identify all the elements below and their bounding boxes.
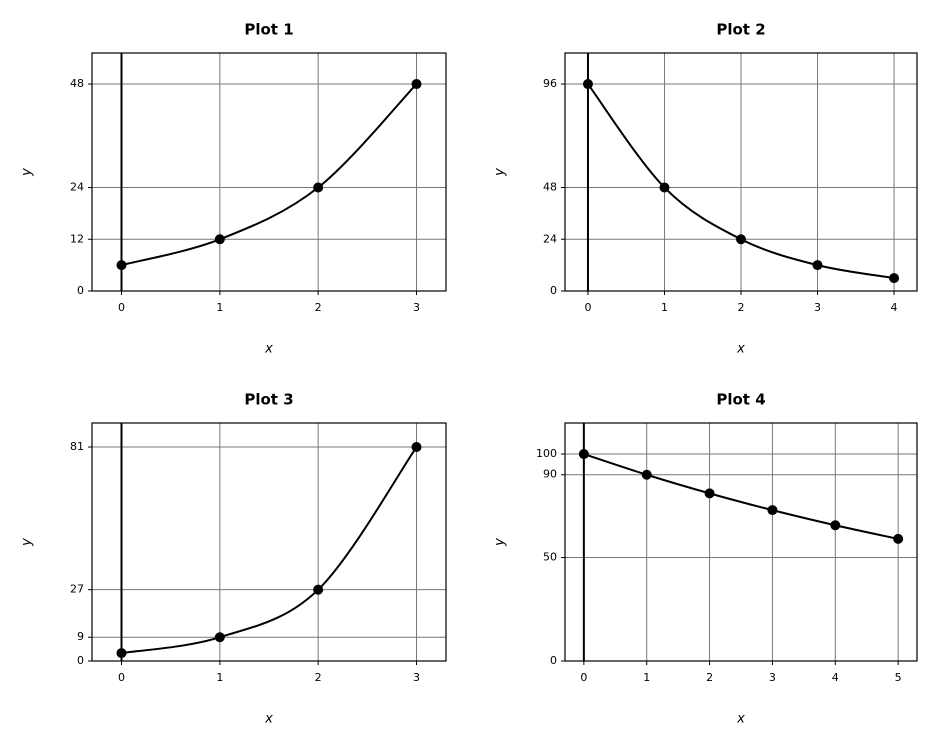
x-tick-label: 2 xyxy=(706,671,713,684)
data-point xyxy=(214,632,225,643)
y-tick-label: 0 xyxy=(550,284,557,297)
data-point xyxy=(411,79,422,90)
x-tick-label: 0 xyxy=(118,671,125,684)
x-tick-label: 3 xyxy=(769,671,776,684)
data-line xyxy=(121,83,418,267)
y-tick-label: 24 xyxy=(543,232,557,245)
data-point xyxy=(893,533,904,544)
data-point xyxy=(116,260,127,271)
y-tick-label: 27 xyxy=(70,583,84,596)
y-tick-label: 0 xyxy=(77,284,84,297)
subplot-title: Plot 1 xyxy=(244,21,293,39)
x-tick-label: 5 xyxy=(895,671,902,684)
y-tick-label: 48 xyxy=(70,77,84,90)
data-line xyxy=(121,446,418,655)
y-axis-label: y xyxy=(20,538,35,547)
x-axis-label: x xyxy=(736,342,745,357)
x-axis-label: x xyxy=(264,342,273,357)
axes-frame xyxy=(564,422,918,662)
y-tick-label: 12 xyxy=(70,232,84,245)
y-tick-label: 81 xyxy=(70,440,84,453)
axes-frame xyxy=(564,52,918,292)
data-point xyxy=(767,505,778,516)
y-axis-label: y xyxy=(493,538,508,547)
y-tick-label: 90 xyxy=(543,468,557,481)
x-tick-label: 2 xyxy=(315,671,322,684)
data-line xyxy=(583,453,899,540)
subplot-title: Plot 4 xyxy=(716,391,765,409)
x-axis-label: x xyxy=(264,712,273,727)
y-tick-label: 100 xyxy=(536,447,557,460)
data-point xyxy=(704,488,715,499)
x-tick-label: 0 xyxy=(584,301,591,314)
data-point xyxy=(411,442,422,453)
x-tick-label: 2 xyxy=(738,301,745,314)
x-tick-label: 2 xyxy=(315,301,322,314)
data-point xyxy=(578,449,589,460)
x-tick-label: 3 xyxy=(413,301,420,314)
axes-frame xyxy=(91,52,447,292)
x-tick-label: 1 xyxy=(216,301,223,314)
x-tick-label: 0 xyxy=(118,301,125,314)
x-tick-label: 4 xyxy=(891,301,898,314)
y-axis-label: y xyxy=(20,168,35,177)
x-tick-label: 4 xyxy=(832,671,839,684)
x-tick-label: 0 xyxy=(580,671,587,684)
subplot-title: Plot 2 xyxy=(716,21,765,39)
axes-frame xyxy=(91,422,447,662)
y-tick-label: 24 xyxy=(70,181,84,194)
x-tick-label: 1 xyxy=(643,671,650,684)
data-point xyxy=(313,182,324,193)
data-point xyxy=(313,584,324,595)
data-point xyxy=(116,648,127,659)
y-tick-label: 0 xyxy=(550,654,557,667)
x-axis-label: x xyxy=(736,712,745,727)
y-axis-label: y xyxy=(493,168,508,177)
x-tick-label: 3 xyxy=(413,671,420,684)
data-point xyxy=(659,182,670,193)
x-tick-label: 1 xyxy=(661,301,668,314)
data-point xyxy=(641,469,652,480)
subplot-title: Plot 3 xyxy=(244,391,293,409)
y-tick-label: 9 xyxy=(77,630,84,643)
data-point xyxy=(889,273,900,284)
data-point xyxy=(214,234,225,245)
data-point xyxy=(582,79,593,90)
y-tick-label: 50 xyxy=(543,551,557,564)
y-tick-label: 48 xyxy=(543,181,557,194)
y-tick-label: 96 xyxy=(543,77,557,90)
x-tick-label: 3 xyxy=(814,301,821,314)
y-tick-label: 0 xyxy=(77,654,84,667)
x-tick-label: 1 xyxy=(216,671,223,684)
data-point xyxy=(736,234,746,245)
data-point xyxy=(812,260,823,271)
data-point xyxy=(830,520,841,531)
